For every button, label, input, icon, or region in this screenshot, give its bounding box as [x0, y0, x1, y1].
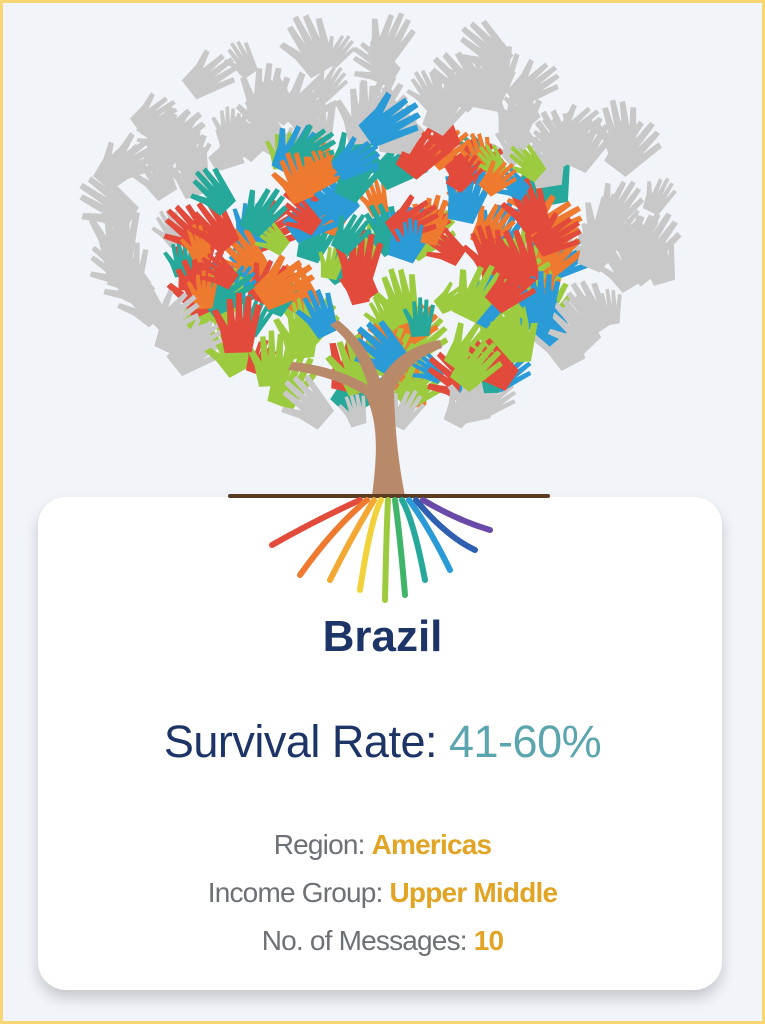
hand-shape: [478, 159, 517, 197]
root-strand: [392, 497, 408, 598]
detail-income-group: Income Group: Upper Middle: [0, 873, 765, 921]
hand-shape: [334, 229, 384, 289]
hand-shape: [117, 275, 167, 328]
root-strand: [420, 497, 493, 533]
hand-shape: [295, 288, 338, 340]
hand-shape: [88, 200, 140, 264]
hand-shape: [284, 197, 322, 236]
hand-shape: [189, 167, 236, 216]
hand-shape: [528, 109, 581, 170]
root-strand: [357, 497, 384, 593]
hand-shape: [283, 297, 314, 337]
hand-shape: [302, 149, 337, 189]
hand-shape: [425, 224, 467, 267]
root-strand: [297, 497, 370, 578]
hand-shape: [363, 295, 398, 337]
hand-shape: [103, 132, 161, 183]
hand-shape: [494, 85, 543, 144]
hand-shape: [604, 120, 663, 177]
survival-rate: Survival Rate: 41-60%: [0, 716, 765, 768]
hand-shape: [642, 177, 677, 216]
hand-shape: [223, 40, 259, 80]
hand-shape: [149, 289, 200, 337]
hand-shape: [445, 154, 484, 193]
hand-shape: [445, 165, 494, 224]
country-details: Region: Americas Income Group: Upper Mid…: [0, 825, 765, 969]
hand-shape: [484, 264, 537, 314]
income-group-value: Upper Middle: [389, 877, 559, 908]
hand-shape: [402, 297, 436, 337]
rainbow-roots: [269, 497, 493, 603]
hand-shape: [312, 66, 349, 103]
survival-rate-value: 41-60%: [449, 716, 602, 767]
root-strand: [382, 497, 391, 603]
hand-shape: [560, 280, 612, 338]
root-strand: [413, 497, 478, 553]
hand-shape: [517, 271, 561, 324]
hands-tree-illustration: [79, 12, 682, 603]
ground-line: [228, 494, 550, 498]
region-label: Region:: [273, 829, 366, 860]
hand-shape: [330, 136, 381, 181]
hand-shape: [507, 142, 547, 183]
hand-shape: [330, 213, 372, 256]
hand-shape: [270, 152, 315, 205]
hand-shape: [338, 391, 367, 428]
hand-shape: [387, 389, 426, 431]
hand-shape: [367, 12, 416, 68]
income-group-label: Income Group:: [207, 877, 384, 908]
country-name: Brazil: [322, 612, 443, 661]
hand-shape: [252, 254, 316, 311]
root-strand: [406, 497, 453, 573]
hand-shape: [358, 91, 421, 148]
hand-shape: [322, 34, 356, 69]
hand-shape: [422, 84, 471, 136]
detail-region: Region: Americas: [0, 825, 765, 873]
canopy-hands: [79, 12, 682, 431]
hand-shape: [490, 303, 540, 364]
hand-shape: [239, 187, 288, 238]
hand-shape: [232, 98, 288, 156]
hand-shape: [530, 211, 582, 257]
tree-trunk: [288, 320, 442, 496]
root-strand: [269, 497, 363, 548]
messages-label: No. of Messages:: [261, 925, 468, 956]
hand-shape: [595, 180, 645, 231]
hand-shape: [188, 199, 240, 255]
country-card: [38, 497, 722, 990]
messages-value: 10: [473, 925, 504, 956]
hand-shape: [394, 218, 424, 254]
region-value: Americas: [371, 829, 492, 860]
hand-shape: [547, 298, 602, 355]
hand-shape: [281, 374, 335, 430]
hand-shape: [635, 234, 676, 286]
hand-shape: [179, 317, 223, 358]
hand-shape: [240, 63, 291, 124]
root-strand: [399, 497, 428, 583]
hand-shape: [211, 292, 262, 354]
hand-shape: [279, 14, 335, 79]
hand-shape: [450, 340, 503, 392]
root-strand: [327, 497, 377, 583]
detail-messages: No. of Messages: 10: [0, 921, 765, 969]
hand-shape: [246, 330, 293, 387]
hand-shape: [352, 39, 401, 88]
hand-shape: [181, 49, 237, 100]
hand-shape: [175, 234, 225, 295]
survival-rate-label: Survival Rate:: [163, 716, 438, 767]
hand-shape: [200, 251, 239, 290]
hand-shape: [470, 56, 516, 112]
hand-shape: [458, 132, 493, 175]
hand-shape: [592, 288, 622, 327]
hand-shape: [452, 264, 506, 324]
